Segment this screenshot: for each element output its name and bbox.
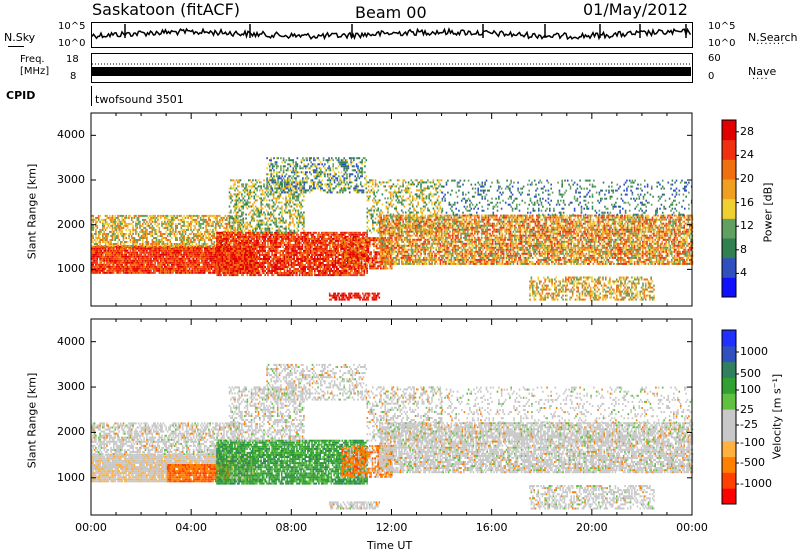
xtick-label: 08:00 — [275, 522, 307, 533]
freq-tick-top: 18 — [66, 55, 79, 65]
velocity-colorbar-segment — [722, 424, 736, 442]
power-colorbar-segment — [722, 257, 736, 278]
ytick-label: 4000 — [57, 129, 85, 140]
nave-tick-bottom: 0 — [708, 72, 714, 82]
velocity-colorbar-tick-label: -25 — [740, 419, 758, 430]
power-colorbar-segment — [722, 277, 736, 298]
velocity-colorbar-tick-label: 1000 — [740, 346, 768, 357]
velocity-colorbar-segment — [722, 345, 736, 363]
ytick-label: 3000 — [57, 381, 85, 392]
xtick-label: 20:00 — [576, 522, 608, 533]
nsky-trace — [91, 27, 692, 41]
velocity-colorbar-segment — [722, 330, 736, 347]
nsearch-label: N.Search — [748, 32, 798, 43]
nsky-panel — [91, 22, 693, 48]
xtick-label: 00:00 — [75, 522, 107, 533]
cpid-value: twofsound 3501 — [95, 94, 184, 105]
power-colorbar-segment — [722, 198, 736, 219]
velocity-colorbar-tick-label: -1000 — [740, 478, 772, 489]
ytick-label: 4000 — [57, 336, 85, 347]
nsky-label: N.Sky — [4, 32, 35, 43]
velocity-colorbar-tick-label: 500 — [740, 368, 761, 379]
freq-label: Freq. — [20, 55, 45, 65]
freq-band — [92, 67, 691, 76]
date-title: 01/May/2012 — [583, 2, 688, 18]
power-colorbar-segment — [722, 179, 736, 200]
power-ylabel: Slant Range [km] — [26, 162, 39, 262]
power-colorbar-frame — [721, 119, 737, 298]
power-colorbar-segment — [722, 139, 736, 160]
nsky-line — [8, 46, 24, 47]
velocity-colorbar-segment — [722, 393, 736, 410]
velocity-colorbar-segment — [722, 440, 736, 458]
velocity-colorbar-segment — [722, 361, 736, 378]
velocity-ylabel: Slant Range [km] — [26, 371, 39, 471]
ytick-label: 2000 — [57, 426, 85, 437]
velocity-colorbar-segment — [722, 377, 736, 394]
power-colorbar-segment — [722, 159, 736, 180]
nave-label: Nave — [748, 66, 776, 77]
velocity-colorbar-frame — [721, 329, 737, 505]
velocity-colorbar-tick-label: 25 — [740, 404, 754, 415]
power-colorbar-label: Power [dB] — [762, 173, 775, 253]
power-colorbar-tick-label: 12 — [740, 220, 754, 231]
power-colorbar-tick-label: 28 — [740, 126, 754, 137]
power-colorbar-segment — [722, 238, 736, 259]
power-colorbar-tick-label: 20 — [740, 173, 754, 184]
velocity-colorbar-label: Velocity [m s⁻¹] — [771, 362, 784, 472]
nave-dots: ···· — [752, 75, 769, 85]
nsky-tick-bottom: 10^0 — [58, 39, 85, 49]
nsearch-dots: ······· — [756, 40, 785, 50]
power-colorbar-tick-label: 24 — [740, 149, 754, 160]
velocity-colorbar-tick-label: -100 — [740, 437, 765, 448]
freq-tick-bottom: 8 — [70, 72, 76, 82]
velocity-colorbar-tick-label: 100 — [740, 384, 761, 395]
nsearch-tick-top: 10^5 — [708, 22, 735, 32]
velocity-colorbar-segment — [722, 472, 736, 489]
power-colorbar-tick-label: 16 — [740, 197, 754, 208]
xtick-label: 16:00 — [476, 522, 508, 533]
station-title: Saskatoon (fitACF) — [92, 2, 240, 18]
power-colorbar-segment — [722, 218, 736, 239]
ytick-label: 3000 — [57, 174, 85, 185]
xtick-label: 12:00 — [376, 522, 408, 533]
power-cells — [91, 157, 694, 301]
ytick-label: 1000 — [57, 472, 85, 483]
velocity-colorbar-tick-label: -500 — [740, 457, 765, 468]
beam-title: Beam 00 — [355, 5, 427, 21]
power-colorbar-tick-label: 4 — [740, 267, 747, 278]
ytick-label: 2000 — [57, 219, 85, 230]
nsky-tick-top: 10^5 — [58, 22, 85, 32]
xtick-label: 00:00 — [676, 522, 708, 533]
cpid-marker — [91, 86, 92, 106]
ytick-label: 1000 — [57, 263, 85, 274]
cpid-label: CPID — [6, 90, 35, 101]
xtick-label: 04:00 — [175, 522, 207, 533]
power-colorbar-tick-label: 8 — [740, 244, 747, 255]
power-colorbar-segment — [722, 120, 736, 141]
velocity-cells — [91, 363, 694, 510]
freq-panel — [91, 53, 693, 83]
velocity-colorbar-segment — [722, 488, 736, 505]
freq-unit: [MHz] — [20, 67, 49, 77]
nave-tick-top: 60 — [708, 54, 721, 64]
nsearch-tick-bottom: 10^0 — [708, 39, 735, 49]
velocity-colorbar-segment — [722, 456, 736, 473]
velocity-colorbar-segment — [722, 409, 736, 426]
power-panel-frame — [90, 112, 693, 307]
x-axis-label: Time UT — [367, 540, 412, 551]
